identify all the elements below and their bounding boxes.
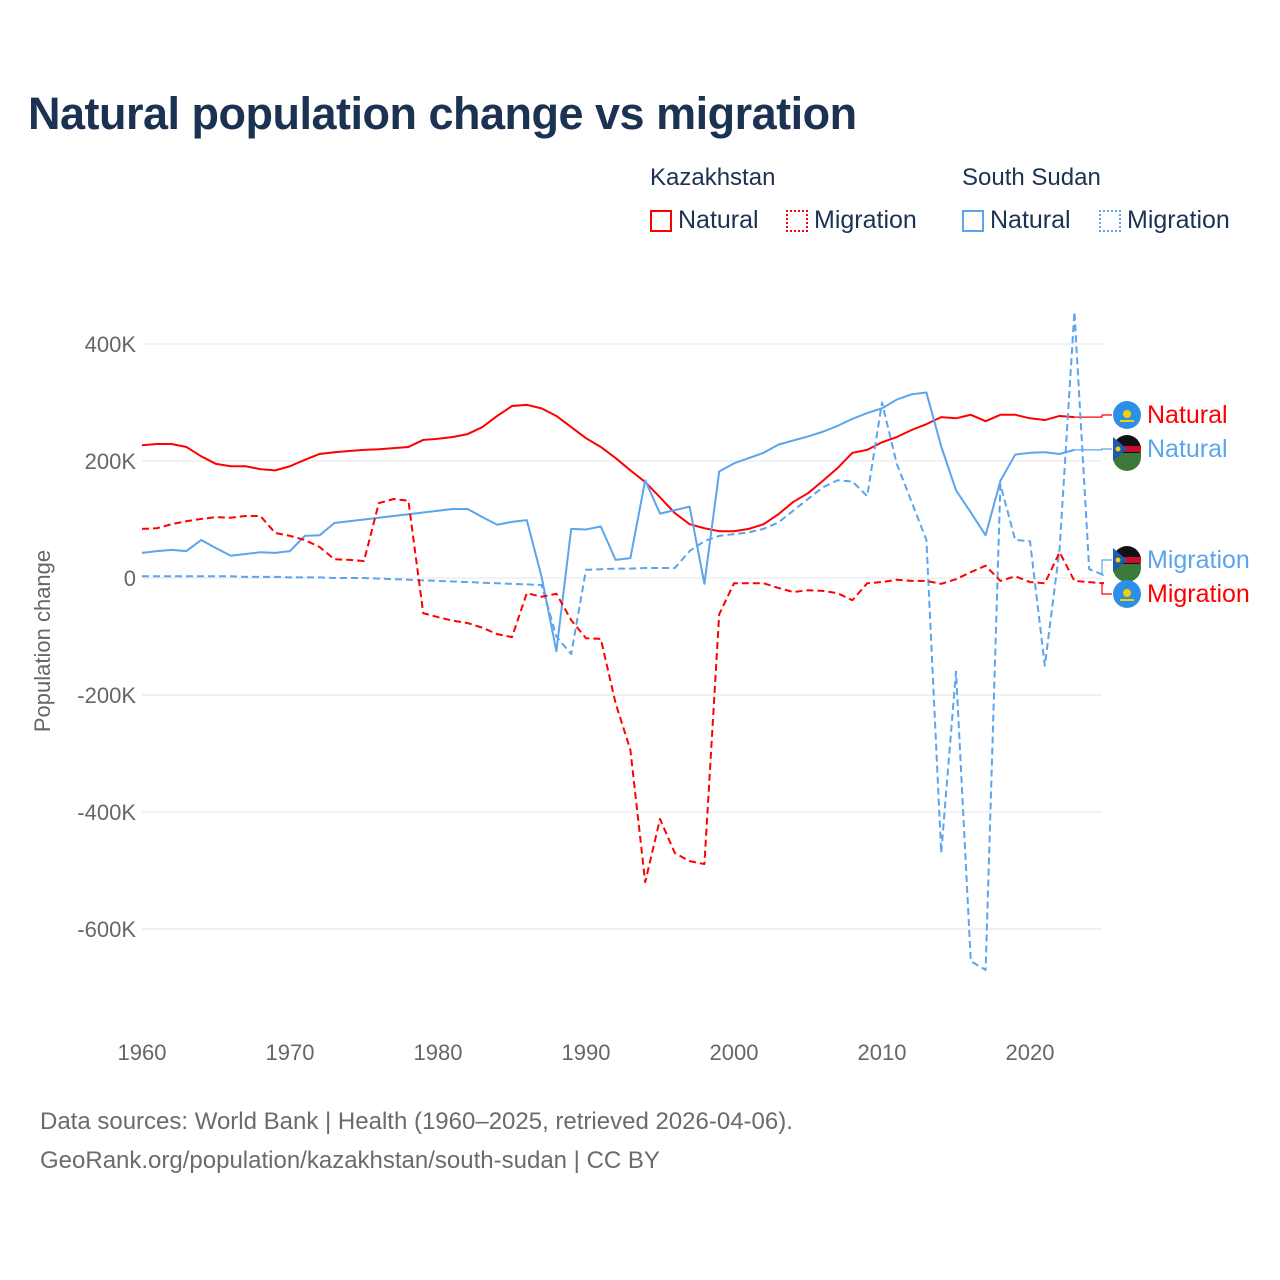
y-tick-label: -400K — [77, 800, 136, 825]
x-tick-label: 2010 — [858, 1040, 907, 1065]
legend-ss-natural[interactable]: Natural — [962, 206, 1071, 235]
series-line-kazakhstan-natural — [141, 403, 1075, 533]
series-end-label: Natural — [1147, 435, 1228, 463]
y-tick-label: 0 — [124, 566, 136, 591]
legend-kz-migration[interactable]: Migration — [786, 206, 917, 235]
legend-label: Natural — [990, 206, 1071, 234]
y-tick-label: 200K — [85, 449, 137, 474]
y-tick-label: -200K — [77, 683, 136, 708]
series-line-south-sudan-natural — [141, 391, 1075, 653]
flag-star — [1115, 446, 1121, 452]
flag-ornament — [1120, 420, 1134, 422]
x-tick-label: 1970 — [266, 1040, 315, 1065]
legend-label: Migration — [1127, 206, 1230, 234]
legend-group-kazakhstan: Kazakhstan — [650, 164, 776, 191]
label-connector — [1074, 448, 1112, 451]
flag-sun — [1123, 589, 1131, 597]
series-end-label: Natural — [1147, 401, 1228, 429]
chart-title: Natural population change vs migration — [28, 88, 857, 139]
x-tick-label: 1960 — [118, 1040, 167, 1065]
legend-swatch-solid — [650, 209, 672, 232]
legend-label: Natural — [678, 206, 759, 234]
label-connector — [1074, 414, 1112, 418]
series-end-label: Migration — [1147, 546, 1250, 574]
x-tick-label: 2020 — [1006, 1040, 1055, 1065]
x-tick-label: 1980 — [414, 1040, 463, 1065]
flag-sun — [1123, 410, 1131, 418]
series-line-south-sudan-migration — [142, 310, 1105, 971]
x-tick-label: 2000 — [710, 1040, 759, 1065]
series-end-label: Migration — [1147, 580, 1250, 608]
footer-url[interactable]: GeoRank.org/population/kazakhstan/south-… — [40, 1147, 660, 1174]
y-tick-label: -600K — [77, 917, 136, 942]
legend-ss-migration[interactable]: Migration — [1099, 206, 1230, 235]
legend-group-south-sudan: South Sudan — [962, 164, 1101, 191]
legend-swatch-solid — [962, 209, 984, 232]
label-connector — [1101, 559, 1112, 576]
flag-stripe — [1113, 564, 1141, 582]
legend-swatch-dotted — [786, 209, 808, 232]
series-line-kazakhstan-migration — [141, 498, 1105, 884]
label-connector — [1101, 582, 1112, 595]
flag-ornament — [1120, 599, 1134, 601]
flag-star — [1115, 557, 1121, 563]
x-tick-label: 1990 — [562, 1040, 611, 1065]
flag-stripe — [1113, 453, 1141, 471]
legend-label: Migration — [814, 206, 917, 234]
legend-kz-natural[interactable]: Natural — [650, 206, 759, 235]
y-axis-label: Population change — [30, 550, 55, 732]
legend-swatch-dotted — [1099, 209, 1121, 232]
y-tick-label: 400K — [85, 332, 137, 357]
footer-sources: Data sources: World Bank | Health (1960–… — [40, 1108, 793, 1135]
